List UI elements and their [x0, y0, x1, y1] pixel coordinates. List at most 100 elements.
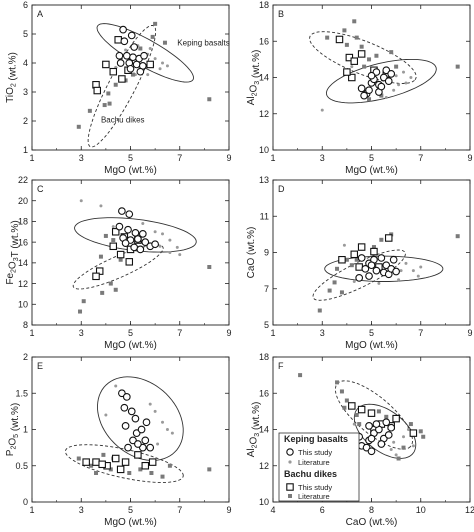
- x-tick-label: 8: [369, 505, 374, 515]
- y-axis-label-part: CaO (wt.%): [246, 227, 257, 279]
- point-keping-literature: [404, 81, 408, 85]
- y-axis-label-part: O: [8, 261, 19, 269]
- point-keping-this-study: [122, 51, 131, 60]
- point-keping-literature: [411, 269, 415, 273]
- x-tick-label: 1: [270, 153, 275, 163]
- point-keping-literature: [168, 251, 172, 254]
- point-keping-literature: [320, 108, 324, 112]
- y-axis-label-part: TiO: [5, 87, 16, 103]
- point-keping-this-study: [357, 84, 366, 93]
- point-keping-this-study: [377, 254, 386, 262]
- point-keping-this-study: [365, 272, 373, 280]
- point-keping-this-study: [130, 43, 139, 51]
- point-keping-literature: [114, 384, 118, 388]
- y-tick-label: 10: [259, 145, 269, 155]
- x-tick-label: 7: [418, 153, 423, 163]
- point-bachu-literature: [108, 281, 113, 286]
- point-bachu-literature: [94, 471, 99, 475]
- x-axis-label: CaO (wt.%): [346, 517, 398, 528]
- point-keping-literature: [394, 74, 398, 78]
- point-bachu-literature: [207, 97, 212, 102]
- y-tick-label: 5: [264, 320, 269, 330]
- point-keping-this-study: [367, 71, 376, 80]
- x-tick-label: 9: [467, 328, 472, 338]
- x-tick-label: 3: [320, 153, 325, 163]
- point-bachu-literature: [153, 21, 158, 26]
- point-keping-this-study: [140, 51, 148, 60]
- point-bachu-this-study: [134, 451, 142, 459]
- point-bachu-this-study: [92, 458, 100, 466]
- point-bachu-literature: [149, 471, 154, 475]
- y-tick-label: 14: [18, 258, 28, 268]
- plot-area: [298, 373, 426, 461]
- point-bachu-literature: [332, 280, 337, 285]
- legend-group2-title: Bachu dikes: [284, 469, 337, 479]
- point-bachu-literature: [339, 290, 344, 295]
- point-keping-this-study: [138, 230, 147, 238]
- point-keping-literature: [392, 440, 396, 444]
- point-keping-this-study: [146, 443, 155, 452]
- point-bachu-this-study: [146, 60, 154, 69]
- point-keping-literature: [352, 280, 356, 283]
- x-tick-label: 1: [270, 328, 275, 338]
- plot-area: [72, 199, 212, 314]
- point-bachu-this-study: [141, 461, 150, 470]
- point-bachu-literature: [113, 287, 118, 292]
- point-bachu-literature: [396, 456, 401, 461]
- point-keping-this-study: [134, 440, 142, 448]
- point-bachu-literature: [317, 308, 322, 313]
- point-keping-literature: [168, 238, 172, 242]
- point-keping-this-study: [126, 64, 135, 73]
- point-bachu-literature: [138, 467, 143, 472]
- legend-filled-square-marker: [288, 494, 292, 498]
- point-bachu-literature: [89, 463, 94, 468]
- point-bachu-literature: [376, 409, 381, 414]
- point-keping-this-study: [136, 67, 145, 76]
- y-tick-label: 12: [18, 279, 28, 289]
- point-bachu-this-study: [343, 68, 351, 76]
- point-keping-this-study: [131, 228, 140, 237]
- x-tick-label: 10: [416, 505, 426, 515]
- point-bachu-this-study: [98, 460, 106, 469]
- point-keping-this-study: [372, 266, 381, 275]
- point-bachu-this-study: [116, 250, 125, 259]
- field-ellipse-bachu: [87, 25, 157, 148]
- y-tick-label: 0.5: [15, 461, 28, 471]
- point-bachu-literature: [100, 290, 105, 295]
- point-keping-this-study: [121, 422, 130, 430]
- point-keping-this-study: [382, 418, 391, 427]
- y-tick-label: 16: [18, 237, 28, 247]
- point-bachu-literature: [384, 414, 389, 419]
- y-axis-label-part: 3: [254, 433, 261, 437]
- y-tick-label: 14: [259, 73, 269, 83]
- point-bachu-this-study: [93, 86, 102, 95]
- chart-annotation: Bachu dikes: [101, 115, 145, 124]
- y-axis-label-part: (wt.%): [251, 50, 262, 81]
- point-keping-this-study: [367, 261, 376, 270]
- point-keping-this-study: [384, 431, 393, 439]
- y-tick-label: 4: [23, 58, 28, 68]
- point-bachu-this-study: [92, 272, 100, 281]
- x-tick-label: 9: [226, 505, 231, 515]
- point-keping-this-study: [367, 434, 376, 443]
- point-bachu-literature: [344, 257, 349, 262]
- point-keping-this-study: [115, 51, 124, 60]
- point-bachu-literature: [325, 35, 330, 40]
- point-keping-this-study: [116, 59, 125, 67]
- point-bachu-literature: [394, 64, 399, 69]
- point-keping-this-study: [131, 414, 140, 423]
- y-axis-label-part: Fe: [5, 273, 16, 285]
- point-bachu-literature: [106, 91, 111, 96]
- point-keping-this-study: [118, 207, 126, 215]
- y-tick-label: 13: [259, 175, 269, 185]
- y-axis-label-part: 3: [254, 81, 261, 85]
- point-bachu-literature: [359, 44, 364, 49]
- point-bachu-this-study: [148, 458, 157, 466]
- y-axis-label-part: (wt.%): [251, 402, 262, 433]
- y-axis-label: CaO (wt.%): [246, 227, 257, 279]
- point-keping-literature: [392, 88, 396, 92]
- point-keping-this-study: [127, 407, 136, 416]
- y-tick-label: 12: [259, 109, 269, 119]
- point-bachu-literature: [101, 452, 106, 457]
- point-bachu-literature: [354, 257, 359, 262]
